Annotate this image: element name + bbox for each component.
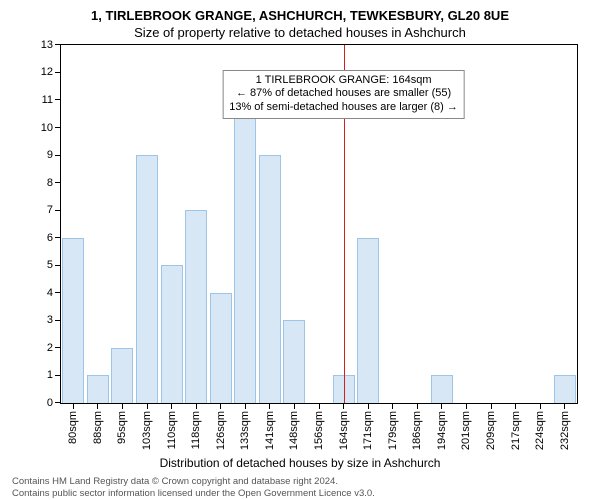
chart-title: 1, TIRLEBROOK GRANGE, ASHCHURCH, TEWKESB… [12, 8, 588, 25]
y-tick [55, 155, 61, 156]
footer-line: Contains HM Land Registry data © Crown c… [12, 476, 588, 488]
bar [210, 293, 232, 403]
x-tick [73, 403, 74, 409]
bar [185, 210, 207, 403]
y-tick-label: 1 [47, 369, 53, 381]
x-tick [147, 403, 148, 409]
x-tick-label: 201sqm [460, 411, 472, 450]
bar [136, 155, 158, 403]
y-tick-label: 4 [47, 287, 53, 299]
x-tick [245, 403, 246, 409]
y-tick-label: 10 [41, 122, 53, 134]
y-tick [55, 292, 61, 293]
bar [357, 238, 379, 403]
y-tick [55, 347, 61, 348]
x-tick [564, 403, 565, 409]
y-tick [55, 99, 61, 100]
bar [431, 375, 453, 403]
footer-attribution: Contains HM Land Registry data © Crown c… [12, 476, 588, 500]
x-tick [368, 403, 369, 409]
y-tick-label: 2 [47, 342, 53, 354]
x-tick [343, 403, 344, 409]
y-tick-label: 0 [47, 397, 53, 409]
x-tick-label: 88sqm [92, 411, 104, 444]
x-tick-label: 141sqm [264, 411, 276, 450]
y-tick [55, 127, 61, 128]
x-tick [171, 403, 172, 409]
x-tick-label: 217sqm [510, 411, 522, 450]
x-tick [319, 403, 320, 409]
x-tick [540, 403, 541, 409]
bar [62, 238, 84, 403]
annotation-box: 1 TIRLEBROOK GRANGE: 164sqm← 87% of deta… [222, 70, 465, 119]
x-tick-label: 95sqm [116, 411, 128, 444]
x-tick-label: 194sqm [436, 411, 448, 450]
y-tick-label: 6 [47, 232, 53, 244]
bar [283, 320, 305, 403]
annotation-line: ← 87% of detached houses are smaller (55… [229, 87, 458, 101]
x-tick [97, 403, 98, 409]
x-tick-label: 164sqm [338, 411, 350, 450]
x-tick-label: 232sqm [559, 411, 571, 450]
bar [554, 375, 576, 403]
x-tick-label: 133sqm [239, 411, 251, 450]
y-tick [55, 210, 61, 211]
bar [87, 375, 109, 403]
y-tick-label: 13 [41, 39, 53, 51]
y-tick-label: 12 [41, 66, 53, 78]
x-tick-label: 103sqm [141, 411, 153, 450]
x-tick-label: 179sqm [387, 411, 399, 450]
y-tick-label: 11 [42, 94, 53, 106]
x-tick [515, 403, 516, 409]
bar [259, 155, 281, 403]
chart-plot-area: 01234567891011121380sqm88sqm95sqm103sqm1… [60, 44, 578, 404]
x-tick [122, 403, 123, 409]
x-tick [417, 403, 418, 409]
y-tick [55, 44, 61, 45]
x-tick-label: 186sqm [411, 411, 423, 450]
x-tick-label: 126sqm [215, 411, 227, 450]
annotation-line: 1 TIRLEBROOK GRANGE: 164sqm [229, 74, 458, 88]
x-axis-label: Distribution of detached houses by size … [12, 456, 588, 470]
footer-line: Contains public sector information licen… [12, 488, 588, 500]
x-tick [220, 403, 221, 409]
x-tick [441, 403, 442, 409]
bar [234, 100, 256, 403]
y-tick-label: 9 [47, 149, 53, 161]
x-tick-label: 224sqm [534, 411, 546, 450]
y-tick [55, 265, 61, 266]
y-tick-label: 3 [47, 314, 53, 326]
x-tick-label: 209sqm [485, 411, 497, 450]
bar [111, 348, 133, 403]
x-tick [392, 403, 393, 409]
x-tick-label: 80sqm [67, 411, 79, 444]
x-tick-label: 118sqm [190, 411, 202, 449]
bar [161, 265, 183, 403]
chart-subtitle: Size of property relative to detached ho… [12, 25, 588, 40]
annotation-line: 13% of semi-detached houses are larger (… [229, 101, 458, 115]
x-tick-label: 110sqm [166, 411, 178, 449]
y-tick [55, 237, 61, 238]
y-tick-label: 7 [47, 204, 53, 216]
y-tick [55, 402, 61, 403]
y-tick [55, 320, 61, 321]
x-tick [196, 403, 197, 409]
x-tick [491, 403, 492, 409]
x-tick [269, 403, 270, 409]
y-tick-label: 8 [47, 177, 53, 189]
y-tick [55, 182, 61, 183]
x-tick-label: 171sqm [362, 411, 374, 450]
x-tick [466, 403, 467, 409]
y-tick-label: 5 [47, 259, 53, 271]
x-tick-label: 156sqm [313, 411, 325, 450]
x-tick [294, 403, 295, 409]
x-tick-label: 148sqm [288, 411, 300, 450]
y-tick [55, 375, 61, 376]
y-tick [55, 72, 61, 73]
